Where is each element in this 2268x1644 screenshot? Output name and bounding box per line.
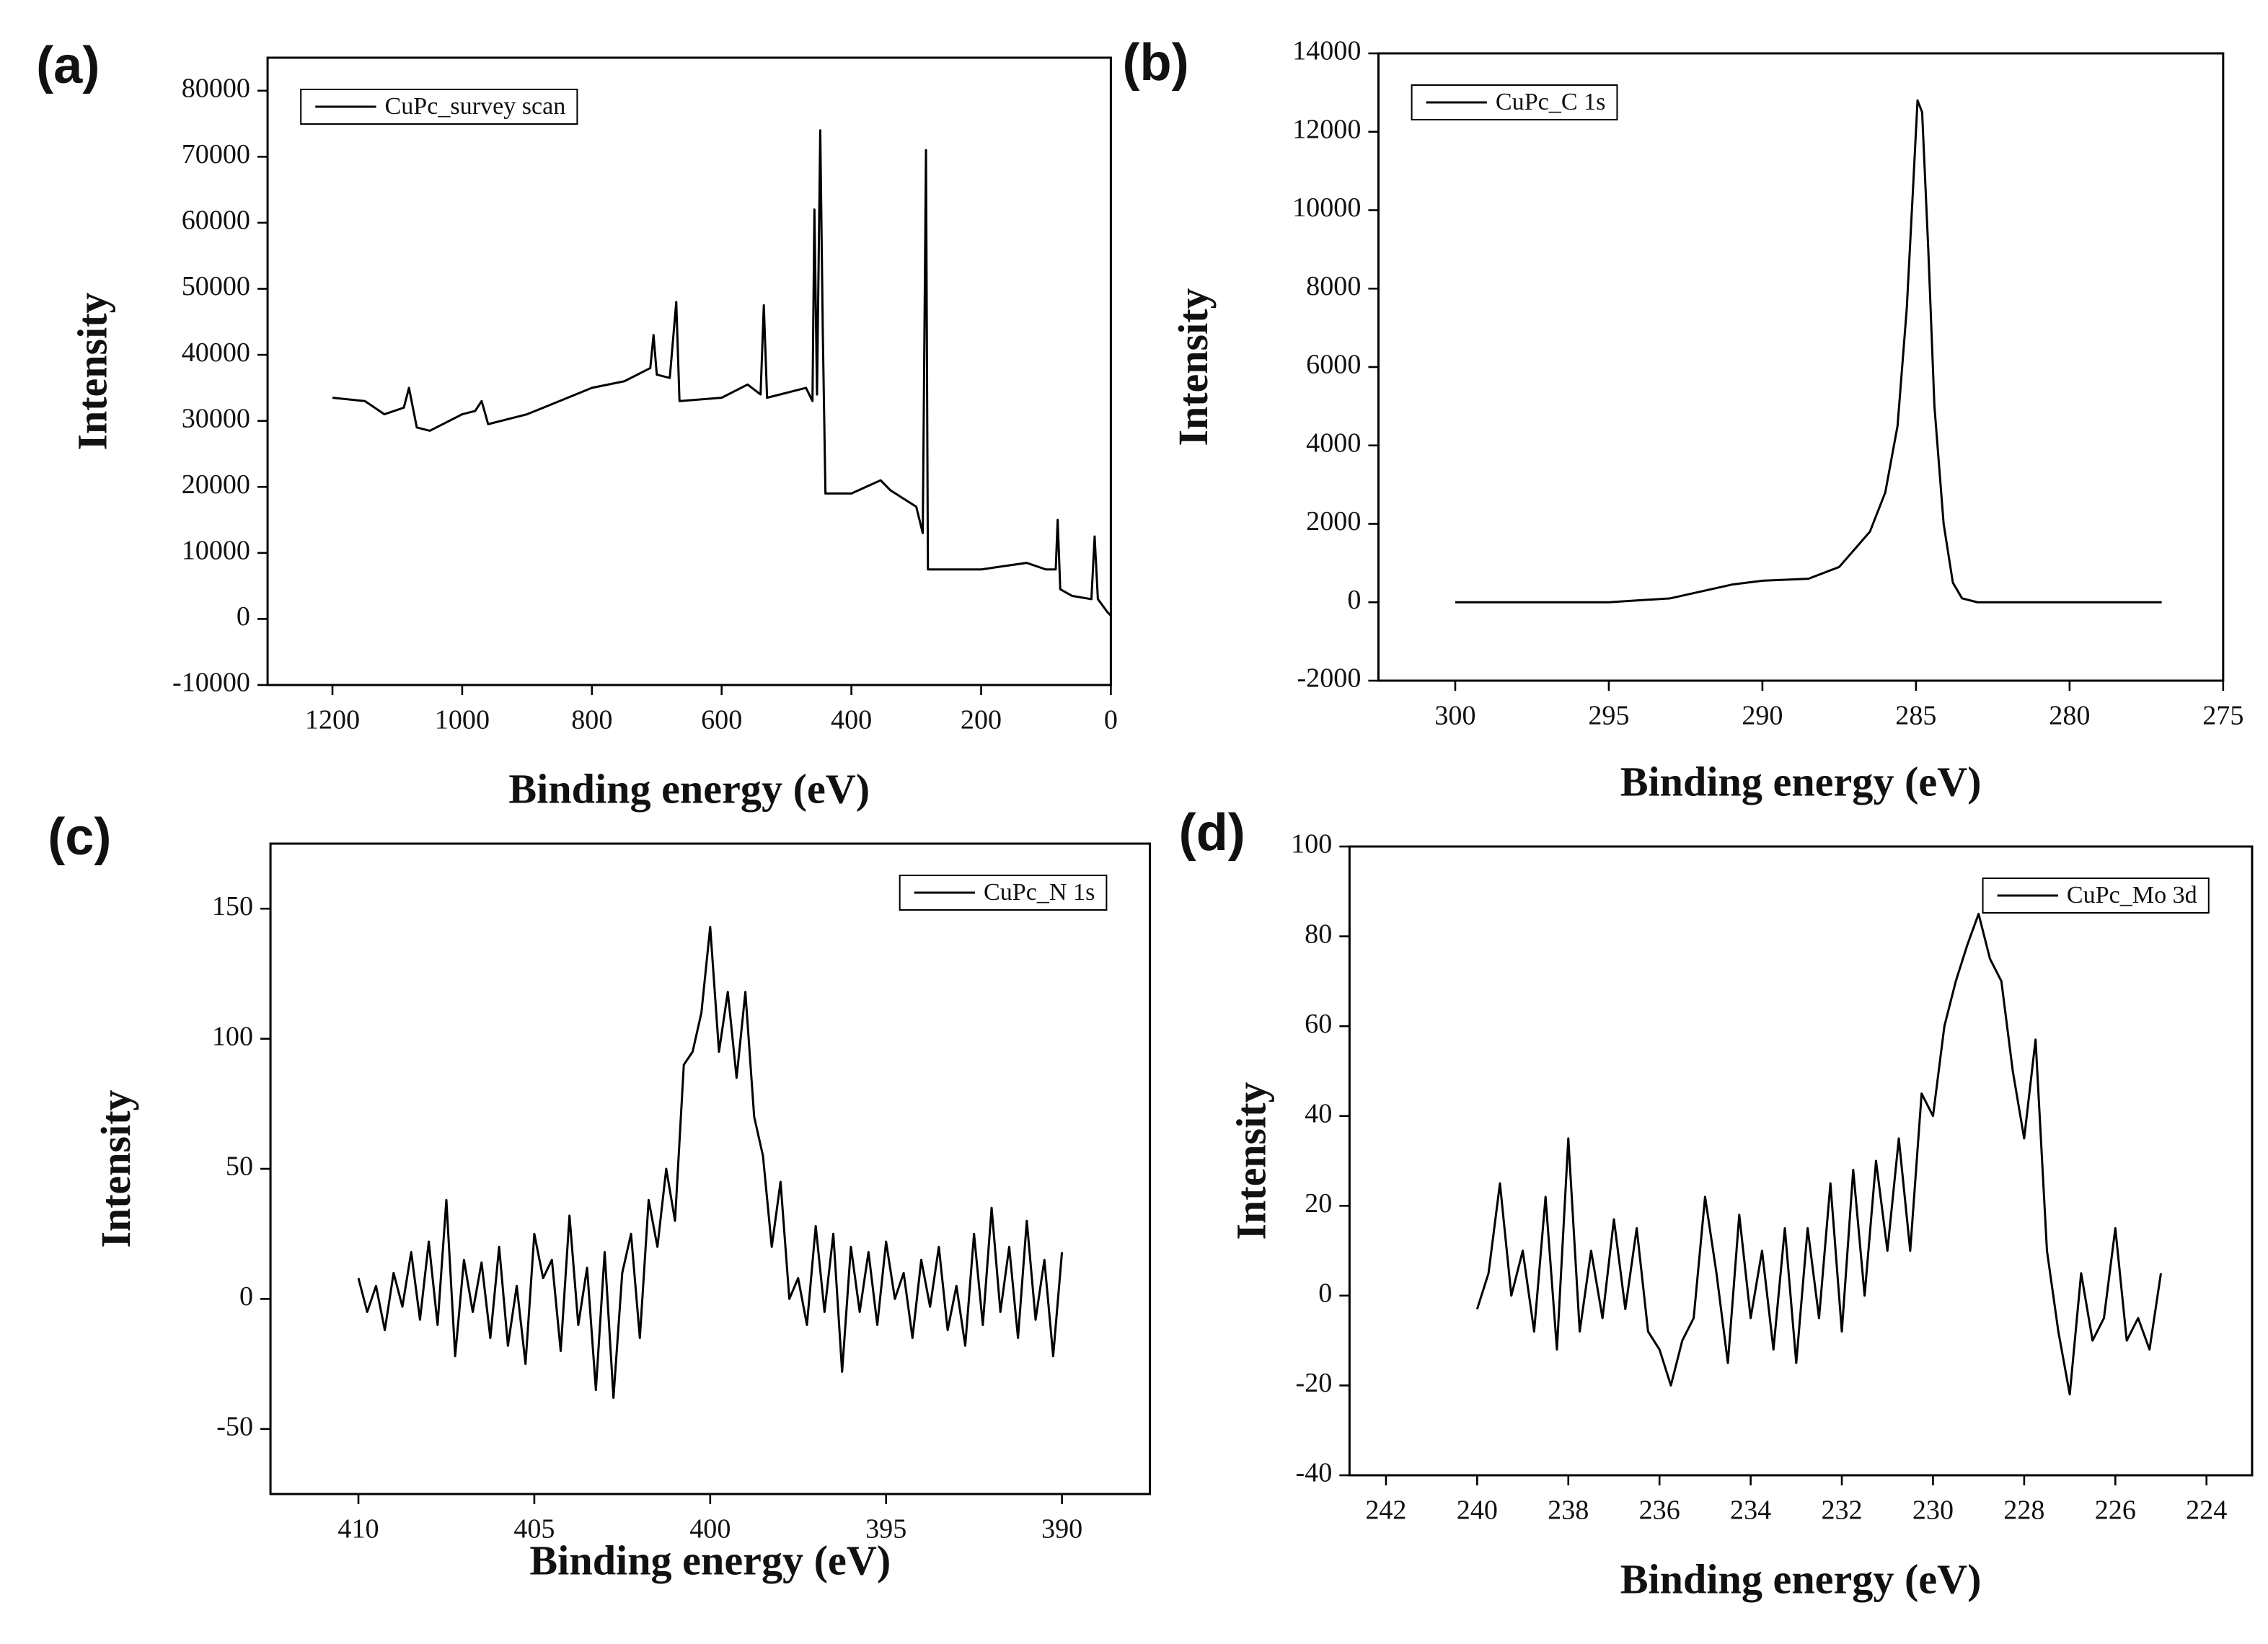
x-tick-label: 242 — [1365, 1495, 1406, 1526]
y-tick-label: 6000 — [1306, 350, 1361, 380]
panel: (c) Binding energy (eV) Intensity 410 405 400… — [48, 808, 1152, 1583]
x-tick-label: 0 — [1104, 705, 1118, 735]
x-tick-label: 410 — [337, 1514, 379, 1544]
y-tick-label: 50000 — [182, 271, 250, 301]
y-tick-label: 0 — [239, 1281, 253, 1312]
y-axis-title: Intensity — [1170, 288, 1217, 446]
y-tick-label: -10000 — [172, 668, 250, 698]
legend-label: CuPc_survey scan — [385, 93, 566, 120]
y-tick-label: -20 — [1295, 1368, 1332, 1398]
y-tick-label: 80000 — [182, 74, 250, 104]
x-tick-label: 275 — [2202, 701, 2243, 731]
y-tick-label: 60000 — [182, 206, 250, 236]
x-tick-label: 390 — [1041, 1514, 1082, 1544]
x-tick-label: 238 — [1548, 1495, 1589, 1526]
x-tick-label: 300 — [1434, 701, 1475, 731]
panel-label: (b) — [1122, 34, 1188, 92]
x-tick-label: 226 — [2095, 1495, 2136, 1526]
x-tick-label: 230 — [1912, 1495, 1954, 1526]
x-tick-label: 285 — [1895, 701, 1936, 731]
panel-label: (a) — [36, 37, 100, 94]
data-line — [332, 129, 1112, 616]
y-tick-label: 40 — [1305, 1098, 1332, 1128]
plot-frame — [1377, 52, 2225, 682]
x-axis-title: Binding energy (eV) — [1620, 758, 1982, 805]
x-tick-label: 224 — [2186, 1495, 2227, 1526]
y-tick-label: -2000 — [1297, 663, 1362, 694]
x-tick-label: 295 — [1588, 701, 1629, 731]
y-tick-label: 30000 — [182, 403, 250, 433]
x-tick-label: 280 — [2049, 701, 2090, 731]
y-tick-label: 10000 — [1292, 193, 1361, 223]
y-tick-label: 100 — [212, 1021, 253, 1051]
panel: (b) Binding energy (eV) Intensity 300 295 290… — [1122, 34, 2243, 805]
y-axis-title: Intensity — [92, 1090, 139, 1247]
panel: (a) Binding energy (eV) Intensity 1200 1000 8… — [36, 37, 1118, 812]
x-axis-title: Binding energy (eV) — [508, 765, 870, 812]
x-tick-label: 236 — [1639, 1495, 1680, 1526]
data-line — [1455, 99, 2162, 604]
y-tick-label: 0 — [237, 601, 250, 632]
data-line — [1475, 912, 2163, 1396]
panel: (d) Binding energy (eV) Intensity 242 240 238… — [1179, 804, 2254, 1602]
plot-frame — [1348, 845, 2254, 1477]
x-tick-label: 290 — [1742, 701, 1783, 731]
y-tick-label: -50 — [216, 1412, 253, 1442]
y-tick-label: 4000 — [1306, 428, 1361, 459]
x-tick-label: 395 — [865, 1514, 906, 1544]
y-axis-title: Intensity — [69, 292, 116, 450]
legend: CuPc_Mo 3d — [1982, 878, 2210, 914]
y-tick-label: 0 — [1318, 1278, 1332, 1309]
y-tick-label: 14000 — [1292, 36, 1361, 66]
y-axis-title: Intensity — [1227, 1082, 1274, 1239]
x-tick-label: 1000 — [435, 705, 490, 735]
x-tick-label: 240 — [1457, 1495, 1498, 1526]
x-axis-title: Binding energy (eV) — [529, 1537, 891, 1583]
y-tick-label: 10000 — [182, 536, 250, 566]
legend-label: CuPc_N 1s — [984, 879, 1095, 906]
y-tick-label: 50 — [226, 1152, 253, 1182]
y-tick-label: 2000 — [1306, 506, 1361, 536]
x-tick-label: 800 — [571, 705, 612, 735]
y-tick-label: 60 — [1305, 1009, 1332, 1039]
y-tick-label: 8000 — [1306, 271, 1361, 301]
x-tick-label: 400 — [689, 1514, 731, 1544]
legend: CuPc_N 1s — [899, 875, 1108, 911]
plot-frame — [266, 56, 1112, 686]
y-tick-label: 40000 — [182, 337, 250, 368]
y-tick-label: 20000 — [182, 469, 250, 500]
panel-label: (d) — [1179, 804, 1245, 862]
y-tick-label: 80 — [1305, 919, 1332, 949]
legend-label: CuPc_C 1s — [1496, 89, 1605, 115]
y-tick-label: -40 — [1295, 1458, 1332, 1488]
y-tick-label: 0 — [1347, 585, 1361, 615]
y-tick-label: 100 — [1291, 829, 1332, 859]
legend: CuPc_survey scan — [300, 89, 578, 125]
legend: CuPc_C 1s — [1411, 84, 1618, 120]
x-tick-label: 600 — [701, 705, 742, 735]
y-tick-label: 12000 — [1292, 115, 1361, 145]
x-tick-label: 228 — [2003, 1495, 2044, 1526]
y-tick-label: 20 — [1305, 1188, 1332, 1219]
panel-label: (c) — [48, 808, 111, 866]
x-tick-label: 234 — [1730, 1495, 1771, 1526]
x-tick-label: 232 — [1821, 1495, 1862, 1526]
x-axis-title: Binding energy (eV) — [1620, 1555, 1982, 1602]
x-tick-label: 405 — [513, 1514, 555, 1544]
data-line — [357, 925, 1064, 1399]
x-tick-label: 1200 — [305, 705, 360, 735]
legend-label: CuPc_Mo 3d — [2067, 882, 2197, 909]
x-tick-label: 400 — [831, 705, 872, 735]
y-tick-label: 70000 — [182, 139, 250, 169]
y-tick-label: 150 — [212, 891, 253, 922]
x-tick-label: 200 — [961, 705, 1002, 735]
